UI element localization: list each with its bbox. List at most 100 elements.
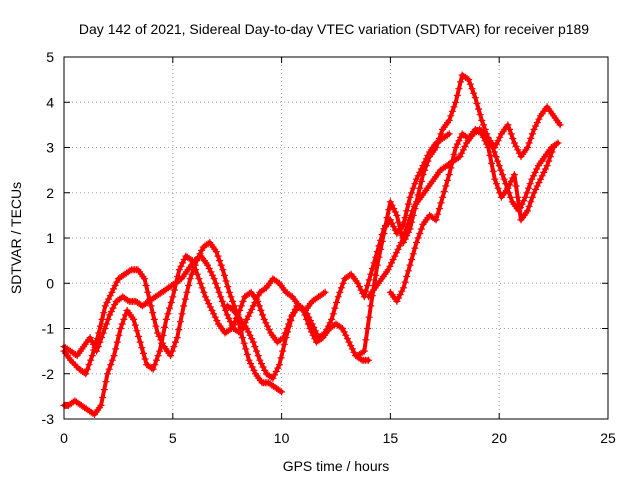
plus-marker <box>149 365 157 373</box>
plus-marker <box>247 360 255 368</box>
plus-marker <box>104 370 111 378</box>
plus-marker <box>403 273 411 280</box>
plus-marker <box>311 327 319 335</box>
plus-marker <box>106 292 114 300</box>
plus-marker <box>110 285 117 293</box>
plus-marker <box>484 144 492 151</box>
plus-marker <box>328 315 336 323</box>
plus-marker <box>178 310 186 318</box>
plus-marker <box>264 322 271 330</box>
plus-marker <box>537 175 544 183</box>
plus-marker <box>532 122 540 130</box>
plus-marker <box>188 257 196 265</box>
plus-marker <box>478 130 486 138</box>
plus-marker <box>512 142 520 150</box>
plus-marker <box>256 356 264 364</box>
plus-marker <box>414 172 422 180</box>
plus-marker <box>347 342 355 349</box>
plus-marker <box>185 282 193 289</box>
plus-marker <box>399 234 407 242</box>
plus-marker <box>383 214 391 222</box>
plus-marker <box>432 216 440 224</box>
plus-marker <box>530 172 537 180</box>
grid-lines <box>64 57 608 419</box>
plus-marker <box>149 309 157 317</box>
plus-marker <box>514 146 522 154</box>
x-tick-label: 5 <box>169 430 177 446</box>
plus-marker <box>82 370 90 378</box>
plus-marker <box>228 325 236 332</box>
plus-marker <box>550 144 558 151</box>
plus-marker <box>89 340 97 348</box>
plus-marker <box>406 261 414 269</box>
plus-marker <box>365 356 373 364</box>
plus-marker <box>148 364 156 372</box>
plus-marker <box>101 302 109 310</box>
plus-marker <box>168 347 176 355</box>
plus-marker <box>229 297 237 305</box>
plus-marker <box>523 189 531 197</box>
plus-marker <box>275 361 283 369</box>
plus-marker <box>214 252 222 260</box>
plus-marker <box>535 115 543 123</box>
chart-title: Day 142 of 2021, Sidereal Day-to-day VTE… <box>79 21 589 37</box>
plus-marker <box>236 306 244 314</box>
plus-marker <box>300 305 308 313</box>
plus-marker <box>470 89 478 97</box>
plus-marker <box>222 306 230 314</box>
plus-marker <box>193 270 201 278</box>
plus-marker <box>181 295 189 303</box>
plus-marker <box>401 214 409 222</box>
plus-marker <box>228 305 236 313</box>
plus-marker <box>259 311 267 319</box>
plus-marker <box>476 111 484 119</box>
plus-marker <box>186 275 194 283</box>
plus-marker <box>219 266 227 274</box>
plus-marker <box>416 230 424 237</box>
plus-marker <box>141 275 148 283</box>
plus-marker <box>166 304 173 312</box>
plus-marker <box>404 220 412 228</box>
plus-marker <box>287 317 295 325</box>
plus-marker <box>447 164 455 172</box>
plus-marker <box>164 310 172 318</box>
plus-marker <box>246 289 253 297</box>
plus-marker <box>274 278 282 286</box>
plus-marker <box>362 336 370 344</box>
plus-marker <box>248 363 256 371</box>
plus-marker <box>455 137 463 145</box>
plus-marker <box>483 140 491 148</box>
plus-marker <box>83 365 91 373</box>
plus-marker <box>278 388 286 396</box>
plus-marker <box>272 368 280 375</box>
x-tick-label: 0 <box>60 430 68 446</box>
y-tick-label: 2 <box>46 185 54 201</box>
plus-marker <box>504 121 512 129</box>
plus-marker <box>512 182 520 190</box>
plus-marker <box>454 154 462 162</box>
y-tick-label: 0 <box>46 275 54 291</box>
plus-marker <box>175 326 183 334</box>
y-tick-label: 1 <box>46 230 54 246</box>
plus-marker <box>453 92 461 99</box>
plus-marker <box>133 327 141 335</box>
plus-marker <box>85 361 93 369</box>
plus-marker <box>556 121 564 129</box>
plus-marker <box>124 296 132 304</box>
plus-marker <box>192 266 200 274</box>
plus-marker <box>305 313 313 321</box>
plus-marker <box>499 171 506 179</box>
plus-marker <box>139 349 147 357</box>
plus-marker <box>373 261 381 269</box>
plus-marker <box>471 94 479 102</box>
plus-marker <box>212 279 220 287</box>
plus-marker <box>490 148 498 156</box>
plus-marker <box>209 271 216 279</box>
plus-marker <box>251 343 259 351</box>
plus-marker <box>244 328 252 336</box>
plus-marker <box>226 326 234 334</box>
plus-marker <box>244 312 252 320</box>
plus-marker <box>348 345 356 353</box>
x-axis-label: GPS time / hours <box>283 458 390 474</box>
plus-marker <box>334 293 342 301</box>
